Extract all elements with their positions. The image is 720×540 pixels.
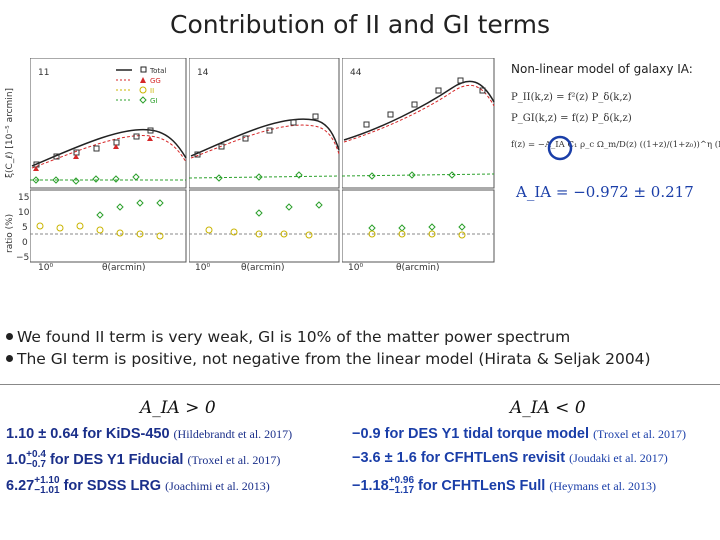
tick-15: 15 xyxy=(18,193,29,203)
row-des-fiducial: 1.0 +0.4 −0.7 for DES Y1 Fiducial (Troxel … xyxy=(6,449,281,470)
eq-pii: P_II(k,z) = f²(z) P_δ(k,z) xyxy=(511,92,632,103)
bullet-item: The GI term is positive, not negative fr… xyxy=(6,348,651,370)
y-label-top: ξ(C_ℓ) [10⁻⁵ arcmin] xyxy=(5,88,15,178)
aia-value: A_IA = −0.972 ± 0.217 xyxy=(516,183,694,201)
tick-0: 0 xyxy=(22,238,28,248)
legend: Total GG II GI xyxy=(116,66,166,105)
nonlinear-title: Non-linear model of galaxy IA: xyxy=(511,62,693,76)
bullet-list: We found II term is very weak, GI is 10%… xyxy=(6,326,651,370)
bullet-dot-icon xyxy=(6,333,13,340)
y-axis-labels: ξ(C_ℓ) [10⁻⁵ arcmin] ratio (%) 15 10 5 0… xyxy=(5,88,30,263)
panel-3: 44 10⁰ θ(arcmin) xyxy=(342,58,495,273)
row-kids: 1.10 ± 0.64 for KiDS-450 (Hildebrandt et… xyxy=(6,426,293,442)
panel-number-2: 14 xyxy=(197,68,209,78)
row-cfhtlens-revisit: −3.6 ± 1.6 for CFHTLenS revisit (Joudaki… xyxy=(352,450,668,466)
row-cfhtlens-full: −1.18 +0.96 −1.17 for CFHTLenS Full (Heyma… xyxy=(352,475,656,496)
row-des-tidal: −0.9 for DES Y1 tidal torque model (Trox… xyxy=(352,426,686,442)
panel-number-1: 11 xyxy=(38,68,49,78)
panel-number-3: 44 xyxy=(350,68,362,78)
x-label-1: θ(arcmin) xyxy=(102,263,145,273)
highlight-circle-icon xyxy=(547,135,573,161)
eq-f: f(z) = −A_IA C₁ ρ_c Ω_m/D(z) ((1+z)/(1+z… xyxy=(511,140,720,150)
row-sdss: 6.27 +1.10 −1.01 for SDSS LRG (Joachimi et… xyxy=(6,475,270,496)
legend-gg: GG xyxy=(150,77,161,85)
tick-5: 5 xyxy=(22,223,28,233)
panel-1: 11 Total GG II GI 10⁰ θ(arcmin) xyxy=(30,58,187,273)
slide-title: Contribution of II and GI terms xyxy=(170,10,550,39)
bullet-dot-icon xyxy=(6,355,13,362)
tick-10: 10 xyxy=(18,208,30,218)
legend-total: Total xyxy=(149,67,166,75)
tick-m5: −5 xyxy=(16,253,29,263)
y-label-bottom: ratio (%) xyxy=(5,214,15,253)
x-tick-1: 10⁰ xyxy=(38,263,53,273)
bullet-item: We found II term is very weak, GI is 10%… xyxy=(6,326,651,348)
legend-gi: GI xyxy=(150,97,158,105)
x-tick-2: 10⁰ xyxy=(195,263,210,273)
panel-2: 14 10⁰ θ(arcmin) xyxy=(189,58,340,273)
right-column-head: A_IA < 0 xyxy=(510,398,586,418)
separator xyxy=(0,384,720,385)
left-column-head: A_IA > 0 xyxy=(140,398,216,418)
x-label-3: θ(arcmin) xyxy=(396,263,439,273)
eq-pgi: P_GI(k,z) = f(z) P_δ(k,z) xyxy=(511,113,632,124)
x-label-2: θ(arcmin) xyxy=(241,263,284,273)
legend-ii: II xyxy=(150,87,154,95)
x-tick-3: 10⁰ xyxy=(348,263,363,273)
